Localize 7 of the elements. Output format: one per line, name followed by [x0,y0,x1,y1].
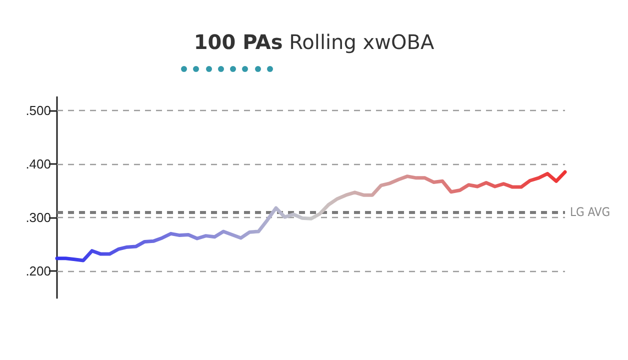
y-tick-label: .400 [26,156,51,172]
chart-title: 100 PAs Rolling xwOBA [192,30,436,54]
line-series [55,170,567,262]
y-tick-label: .500 [26,102,51,118]
y-tick-label: .300 [26,210,51,226]
y-tick-label: .200 [26,264,51,279]
ref-line-label: LG AVG [570,205,610,220]
